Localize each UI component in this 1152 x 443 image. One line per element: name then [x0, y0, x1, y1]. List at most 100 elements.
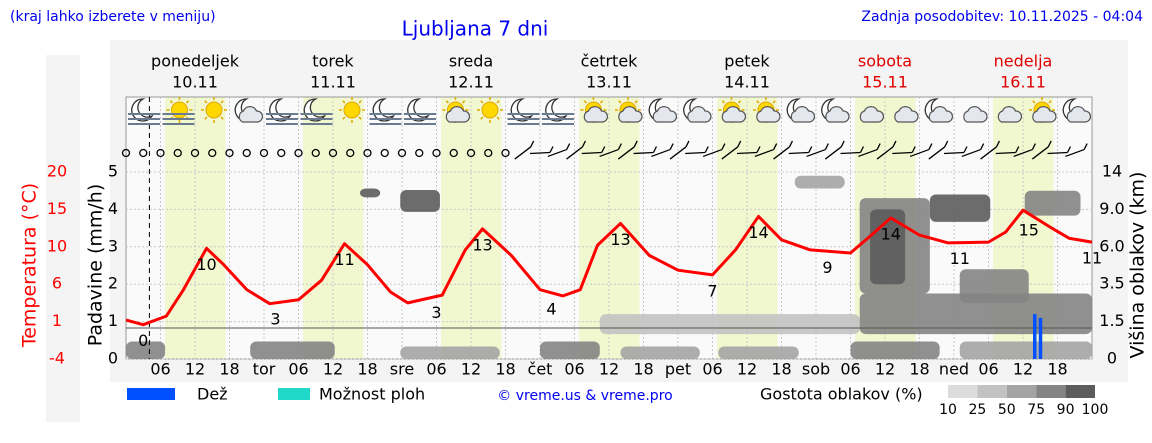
wind-barb-tick: [721, 143, 726, 150]
precip-bar: [1038, 317, 1043, 359]
x-tick-label: 06: [702, 360, 722, 379]
x-tick-label: pet: [665, 360, 691, 379]
cloud-patch: [794, 175, 845, 189]
precip-bar: [1033, 314, 1037, 359]
icon-cloud: [652, 106, 678, 123]
wind-calm: [328, 148, 338, 158]
wind-barb: [566, 146, 583, 160]
temp-tick-label: 6: [52, 274, 62, 293]
cloud-patch: [360, 188, 381, 198]
wind-calm: [121, 148, 131, 158]
x-tick-label: 12: [461, 360, 481, 379]
icon-sun: [205, 101, 223, 119]
wind-barb-tick: [788, 140, 794, 148]
wind-barb: [840, 151, 861, 155]
icon-ray: [220, 116, 224, 120]
icon-ray: [204, 100, 208, 104]
wind-barb-tick: [995, 140, 1001, 148]
wind-barb: [773, 146, 790, 160]
wind-calm: [225, 148, 234, 158]
wind-calm: [415, 148, 424, 158]
cloud-patch: [850, 341, 940, 359]
cloud-patch: [400, 189, 440, 212]
x-tick-label: 06: [150, 360, 170, 379]
x-tick-label: 12: [185, 360, 205, 379]
wind-calm: [173, 148, 182, 158]
wind-calm: [363, 148, 372, 158]
icon-ray: [496, 100, 500, 104]
wind-barb-tick: [737, 140, 742, 148]
temp-tick-label: -4: [49, 349, 65, 368]
x-tick-label: 06: [288, 360, 308, 379]
icon-ray: [204, 116, 208, 120]
wind-barb-tick: [824, 143, 829, 150]
x-tick-label: 18: [633, 360, 653, 379]
cloud-patch: [400, 346, 500, 359]
chart-title: Ljubljana 7 dni: [402, 17, 549, 41]
x-tick-label: sre: [390, 360, 414, 379]
wind-barb: [892, 151, 913, 155]
daylight-band: [303, 97, 364, 359]
x-tick-label: sob: [802, 360, 830, 379]
icon-cloud: [618, 106, 643, 123]
x-tick-label: 06: [840, 360, 860, 379]
temp-tick-label: 15: [47, 199, 67, 218]
copyright: © vreme.us & vreme.pro: [497, 388, 672, 404]
icon-ray: [756, 100, 760, 104]
y2-tick-label: 3.5: [1099, 274, 1124, 293]
icon-cloud: [445, 106, 471, 123]
icon-cloud: [721, 106, 747, 123]
plot: ponedeljek 10.11 torek 11.11 sreda 12.11 četrt…: [47, 52, 1125, 379]
icon-ray: [634, 100, 638, 104]
cloud-patch: [620, 346, 700, 359]
wind-calm: [484, 148, 493, 158]
wind-barb-tick: [704, 146, 709, 153]
wind-barb-tick: [566, 143, 571, 150]
icon-ray: [1048, 100, 1052, 104]
x-tick-label: 18: [1047, 360, 1067, 379]
temp-extreme-label: 14: [881, 224, 901, 243]
wind-calm: [294, 148, 303, 158]
cloud-patch: [599, 314, 860, 335]
updated: Zadnja posodobitev: 10.11.2025 - 04:04: [861, 9, 1143, 25]
temp-extreme-label: 13: [472, 235, 492, 254]
wind-calm: [380, 148, 389, 158]
icon-cloud: [756, 106, 781, 123]
wind-barb: [529, 151, 551, 155]
y-axis-title: Padavine (mm/h): [85, 184, 107, 347]
temp-extreme-label: 14: [748, 223, 768, 242]
y-tick-label: 1: [108, 311, 118, 330]
x-tick-label: ned: [939, 360, 969, 379]
day-name: nedelja: [994, 52, 1053, 71]
wind-barb-tick: [1015, 146, 1020, 153]
x-tick-label: 12: [875, 360, 895, 379]
icon-sun: [170, 101, 188, 119]
left-panel: [46, 55, 80, 422]
wind-barb: [1031, 146, 1049, 160]
wind-barb: [995, 151, 1016, 155]
wind-barb-tick: [1066, 146, 1072, 153]
wind-calm: [156, 148, 165, 158]
density-tick-label: 50: [998, 402, 1016, 418]
x-tick-label: 06: [564, 360, 584, 379]
x-tick-label: 18: [771, 360, 791, 379]
wind-barb: [788, 151, 809, 155]
density-swatch: [977, 385, 1007, 398]
icon-ray: [496, 116, 500, 120]
density-tick-label: 90: [1057, 402, 1075, 418]
wind-calm: [501, 148, 510, 158]
wind-barb: [806, 148, 826, 158]
wind-barb-tick: [773, 143, 778, 150]
wind-barb-tick: [617, 143, 622, 150]
icon-ray: [358, 100, 362, 104]
temp-extreme-label: 0: [138, 331, 148, 350]
icon-cloud: [1032, 106, 1057, 123]
day-name: petek: [724, 52, 770, 71]
wind-barb: [617, 146, 635, 160]
icon-cloud: [997, 106, 1023, 123]
wind-barb-tick: [1083, 143, 1088, 150]
day-date: 13.11: [586, 73, 632, 92]
note: (kraj lahko izberete v meniju): [10, 9, 216, 25]
wind-barb: [651, 148, 671, 158]
wind-barb: [1065, 148, 1085, 158]
